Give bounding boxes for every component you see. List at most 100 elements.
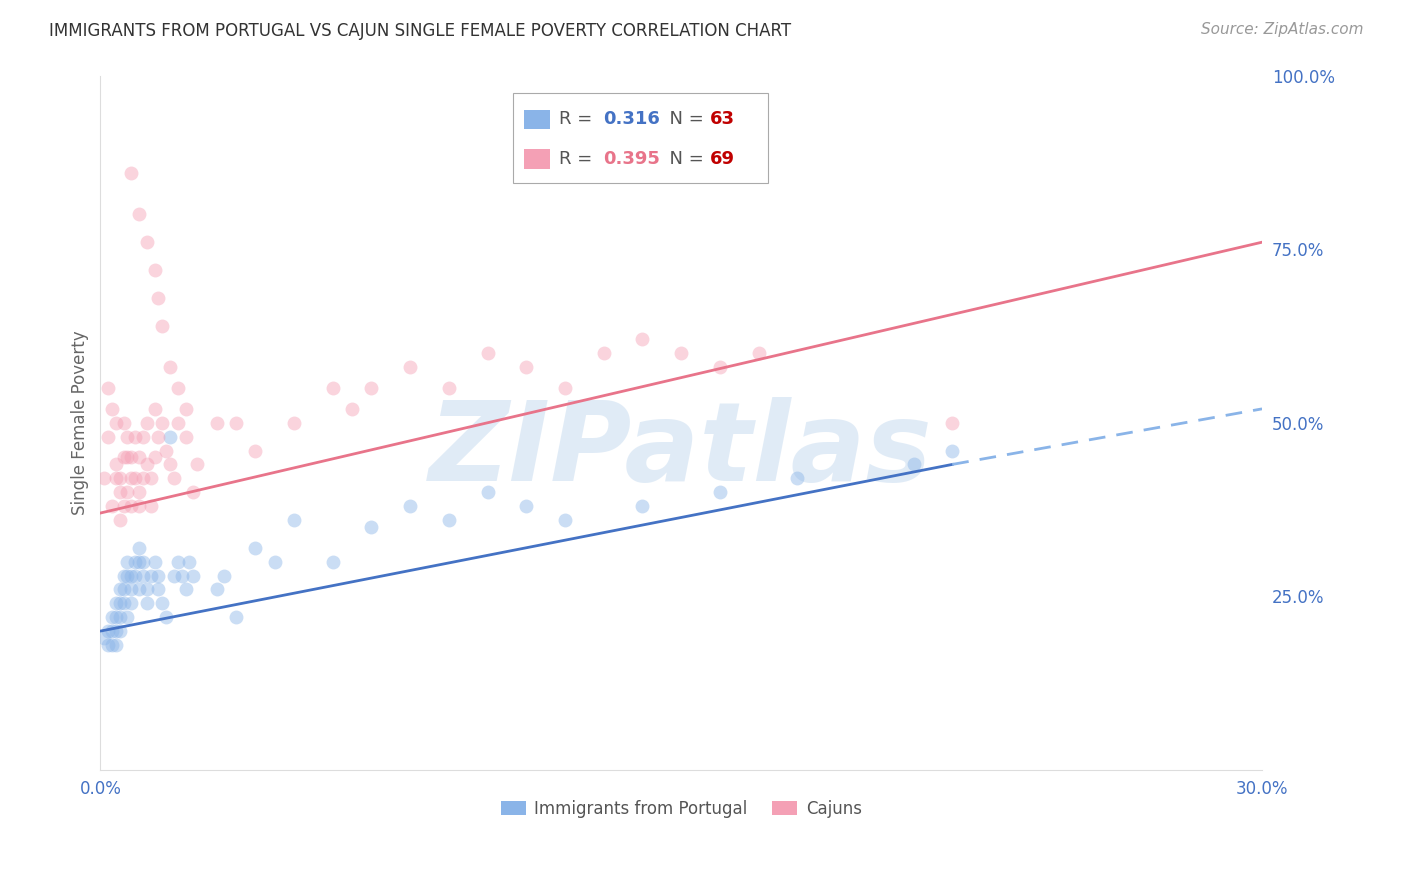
Text: 69: 69 — [710, 150, 735, 168]
Point — [148, 582, 170, 597]
Point — [786, 471, 808, 485]
Point — [205, 416, 228, 430]
Point — [159, 360, 181, 375]
Point — [155, 610, 177, 624]
Point — [132, 430, 155, 444]
Point — [143, 555, 166, 569]
Point — [179, 555, 201, 569]
Point — [163, 568, 186, 582]
Point — [117, 430, 139, 444]
Text: N =: N = — [658, 150, 710, 168]
Point — [112, 568, 135, 582]
Point — [143, 450, 166, 465]
Point — [104, 416, 127, 430]
Point — [93, 471, 115, 485]
Text: 0.316: 0.316 — [603, 111, 661, 128]
Point — [322, 381, 344, 395]
Point — [112, 416, 135, 430]
Point — [104, 610, 127, 624]
Point — [104, 471, 127, 485]
Point — [128, 499, 150, 513]
Point — [150, 596, 173, 610]
Text: IMMIGRANTS FROM PORTUGAL VS CAJUN SINGLE FEMALE POVERTY CORRELATION CHART: IMMIGRANTS FROM PORTUGAL VS CAJUN SINGLE… — [49, 22, 792, 40]
Text: R =: R = — [560, 150, 598, 168]
Point — [554, 381, 576, 395]
Point — [360, 381, 382, 395]
Text: N =: N = — [658, 111, 710, 128]
Point — [132, 568, 155, 582]
Point — [97, 430, 120, 444]
Text: 63: 63 — [710, 111, 735, 128]
Point — [148, 291, 170, 305]
Point — [108, 596, 131, 610]
Point — [159, 458, 181, 472]
Point — [225, 416, 247, 430]
Point — [322, 555, 344, 569]
Point — [135, 582, 157, 597]
Point — [477, 346, 499, 360]
Point — [159, 430, 181, 444]
Point — [515, 360, 537, 375]
Text: R =: R = — [560, 111, 598, 128]
Point — [225, 610, 247, 624]
Point — [174, 401, 197, 416]
FancyBboxPatch shape — [524, 110, 550, 129]
Point — [437, 513, 460, 527]
Point — [112, 582, 135, 597]
Point — [108, 471, 131, 485]
Point — [128, 207, 150, 221]
Point — [135, 416, 157, 430]
Point — [124, 568, 146, 582]
Point — [166, 416, 188, 430]
Point — [399, 360, 422, 375]
Point — [93, 631, 115, 645]
Point — [101, 401, 124, 416]
Point — [148, 568, 170, 582]
Point — [101, 624, 124, 639]
Point — [515, 499, 537, 513]
Point — [283, 416, 305, 430]
Point — [245, 541, 267, 555]
Legend: Immigrants from Portugal, Cajuns: Immigrants from Portugal, Cajuns — [494, 793, 869, 824]
Point — [120, 596, 142, 610]
Point — [128, 450, 150, 465]
Point — [139, 471, 162, 485]
Point — [108, 610, 131, 624]
Point — [128, 485, 150, 500]
Point — [128, 582, 150, 597]
Point — [117, 610, 139, 624]
Point — [143, 401, 166, 416]
Point — [181, 485, 204, 500]
Point — [124, 471, 146, 485]
Point — [120, 568, 142, 582]
Point — [120, 450, 142, 465]
Point — [631, 499, 654, 513]
Point — [214, 568, 236, 582]
Point — [132, 471, 155, 485]
Point — [709, 485, 731, 500]
Point — [108, 624, 131, 639]
Point — [477, 485, 499, 500]
Point — [117, 450, 139, 465]
Point — [104, 596, 127, 610]
Point — [97, 624, 120, 639]
Point — [245, 443, 267, 458]
Point — [97, 381, 120, 395]
Point — [120, 471, 142, 485]
Point — [120, 582, 142, 597]
Point — [143, 263, 166, 277]
Point — [128, 541, 150, 555]
Y-axis label: Single Female Poverty: Single Female Poverty — [72, 330, 89, 515]
Point — [97, 638, 120, 652]
Point — [150, 318, 173, 333]
Point — [181, 568, 204, 582]
Point — [112, 450, 135, 465]
Point — [592, 346, 614, 360]
Point — [174, 582, 197, 597]
Point — [166, 381, 188, 395]
Point — [399, 499, 422, 513]
Point — [283, 513, 305, 527]
Point — [205, 582, 228, 597]
Point — [941, 443, 963, 458]
Point — [135, 596, 157, 610]
